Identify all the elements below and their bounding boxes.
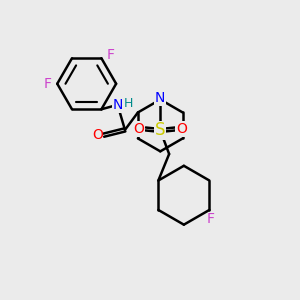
Text: F: F [44,77,52,91]
Text: S: S [155,122,166,140]
Text: N: N [155,91,166,105]
Text: F: F [107,48,115,62]
Text: O: O [134,122,145,136]
Text: O: O [176,122,187,136]
Text: N: N [112,98,123,112]
Text: H: H [124,97,134,110]
Text: O: O [92,128,103,142]
Text: F: F [207,212,215,226]
